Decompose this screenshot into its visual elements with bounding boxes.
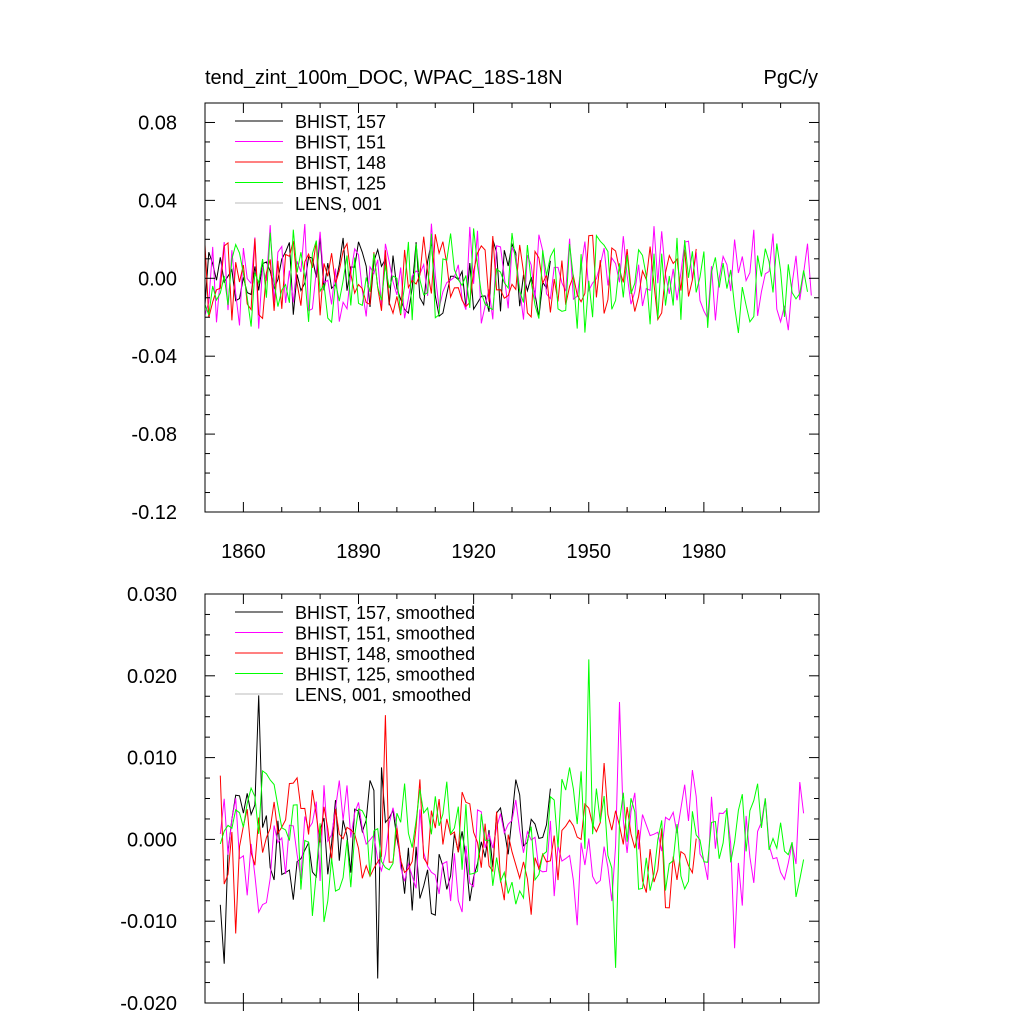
top-panel: tend_zint_100m_DOC, WPAC_18S-18N PgC/y 1…: [131, 67, 820, 563]
y-tick-label: 0.00: [138, 268, 177, 290]
legend-label: BHIST, 157: [295, 112, 386, 132]
top-chart-title: tend_zint_100m_DOC, WPAC_18S-18N: [205, 67, 563, 89]
x-tick-label: 1920: [451, 541, 496, 563]
y-tick-label: 0.020: [127, 666, 177, 688]
legend-label: BHIST, 125: [295, 174, 386, 194]
y-tick-label: 0.000: [127, 829, 177, 851]
x-tick-label: 1860: [221, 541, 266, 563]
y-tick-label: -0.04: [131, 346, 177, 368]
legend-label: BHIST, 148, smoothed: [295, 644, 475, 664]
legend-label: LENS, 001: [295, 194, 382, 214]
top-ticks-layer: 1860 1890 1920 1950 1980 -0.12 -0.08 -0.04 0.00 0…: [131, 102, 820, 563]
y-tick-label: 0.04: [138, 190, 177, 212]
bottom-series-line-4: [219, 659, 805, 968]
x-tick-label: 1950: [567, 541, 612, 563]
bottom-series-layer: [219, 659, 805, 979]
bottom-ticks-layer: -0.020 -0.010 0.000 0.010 0.020 0.030: [120, 584, 820, 1015]
y-tick-label: -0.12: [131, 502, 177, 524]
legend-label: BHIST, 148: [295, 153, 386, 173]
bottom-series-line-1: [219, 695, 551, 979]
x-tick-label: 1980: [682, 541, 727, 563]
y-tick-label: -0.08: [131, 424, 177, 446]
legend-label: LENS, 001, smoothed: [295, 685, 471, 705]
y-tick-label: -0.020: [120, 993, 177, 1015]
x-tick-label: 1890: [336, 541, 381, 563]
legend-label: BHIST, 157, smoothed: [295, 603, 475, 623]
legend-label: BHIST, 151, smoothed: [295, 624, 475, 644]
y-tick-label: 0.030: [127, 584, 177, 606]
bottom-series-line-2: [219, 701, 805, 949]
bottom-series-line-3: [219, 715, 697, 934]
top-series-line-4: [205, 228, 808, 334]
y-tick-label: 0.010: [127, 748, 177, 770]
top-series-layer: [205, 223, 812, 334]
bottom-panel: -0.020 -0.010 0.000 0.010 0.020 0.030 BHIST, …: [120, 584, 820, 1015]
top-series-line-3: [205, 234, 697, 322]
y-tick-label: 0.08: [138, 112, 177, 134]
legend-label: BHIST, 151: [295, 133, 386, 153]
legend-label: BHIST, 125, smoothed: [295, 665, 475, 685]
top-series-line-2: [205, 223, 812, 331]
y-tick-label: -0.010: [120, 911, 177, 933]
top-chart-units: PgC/y: [764, 67, 818, 89]
